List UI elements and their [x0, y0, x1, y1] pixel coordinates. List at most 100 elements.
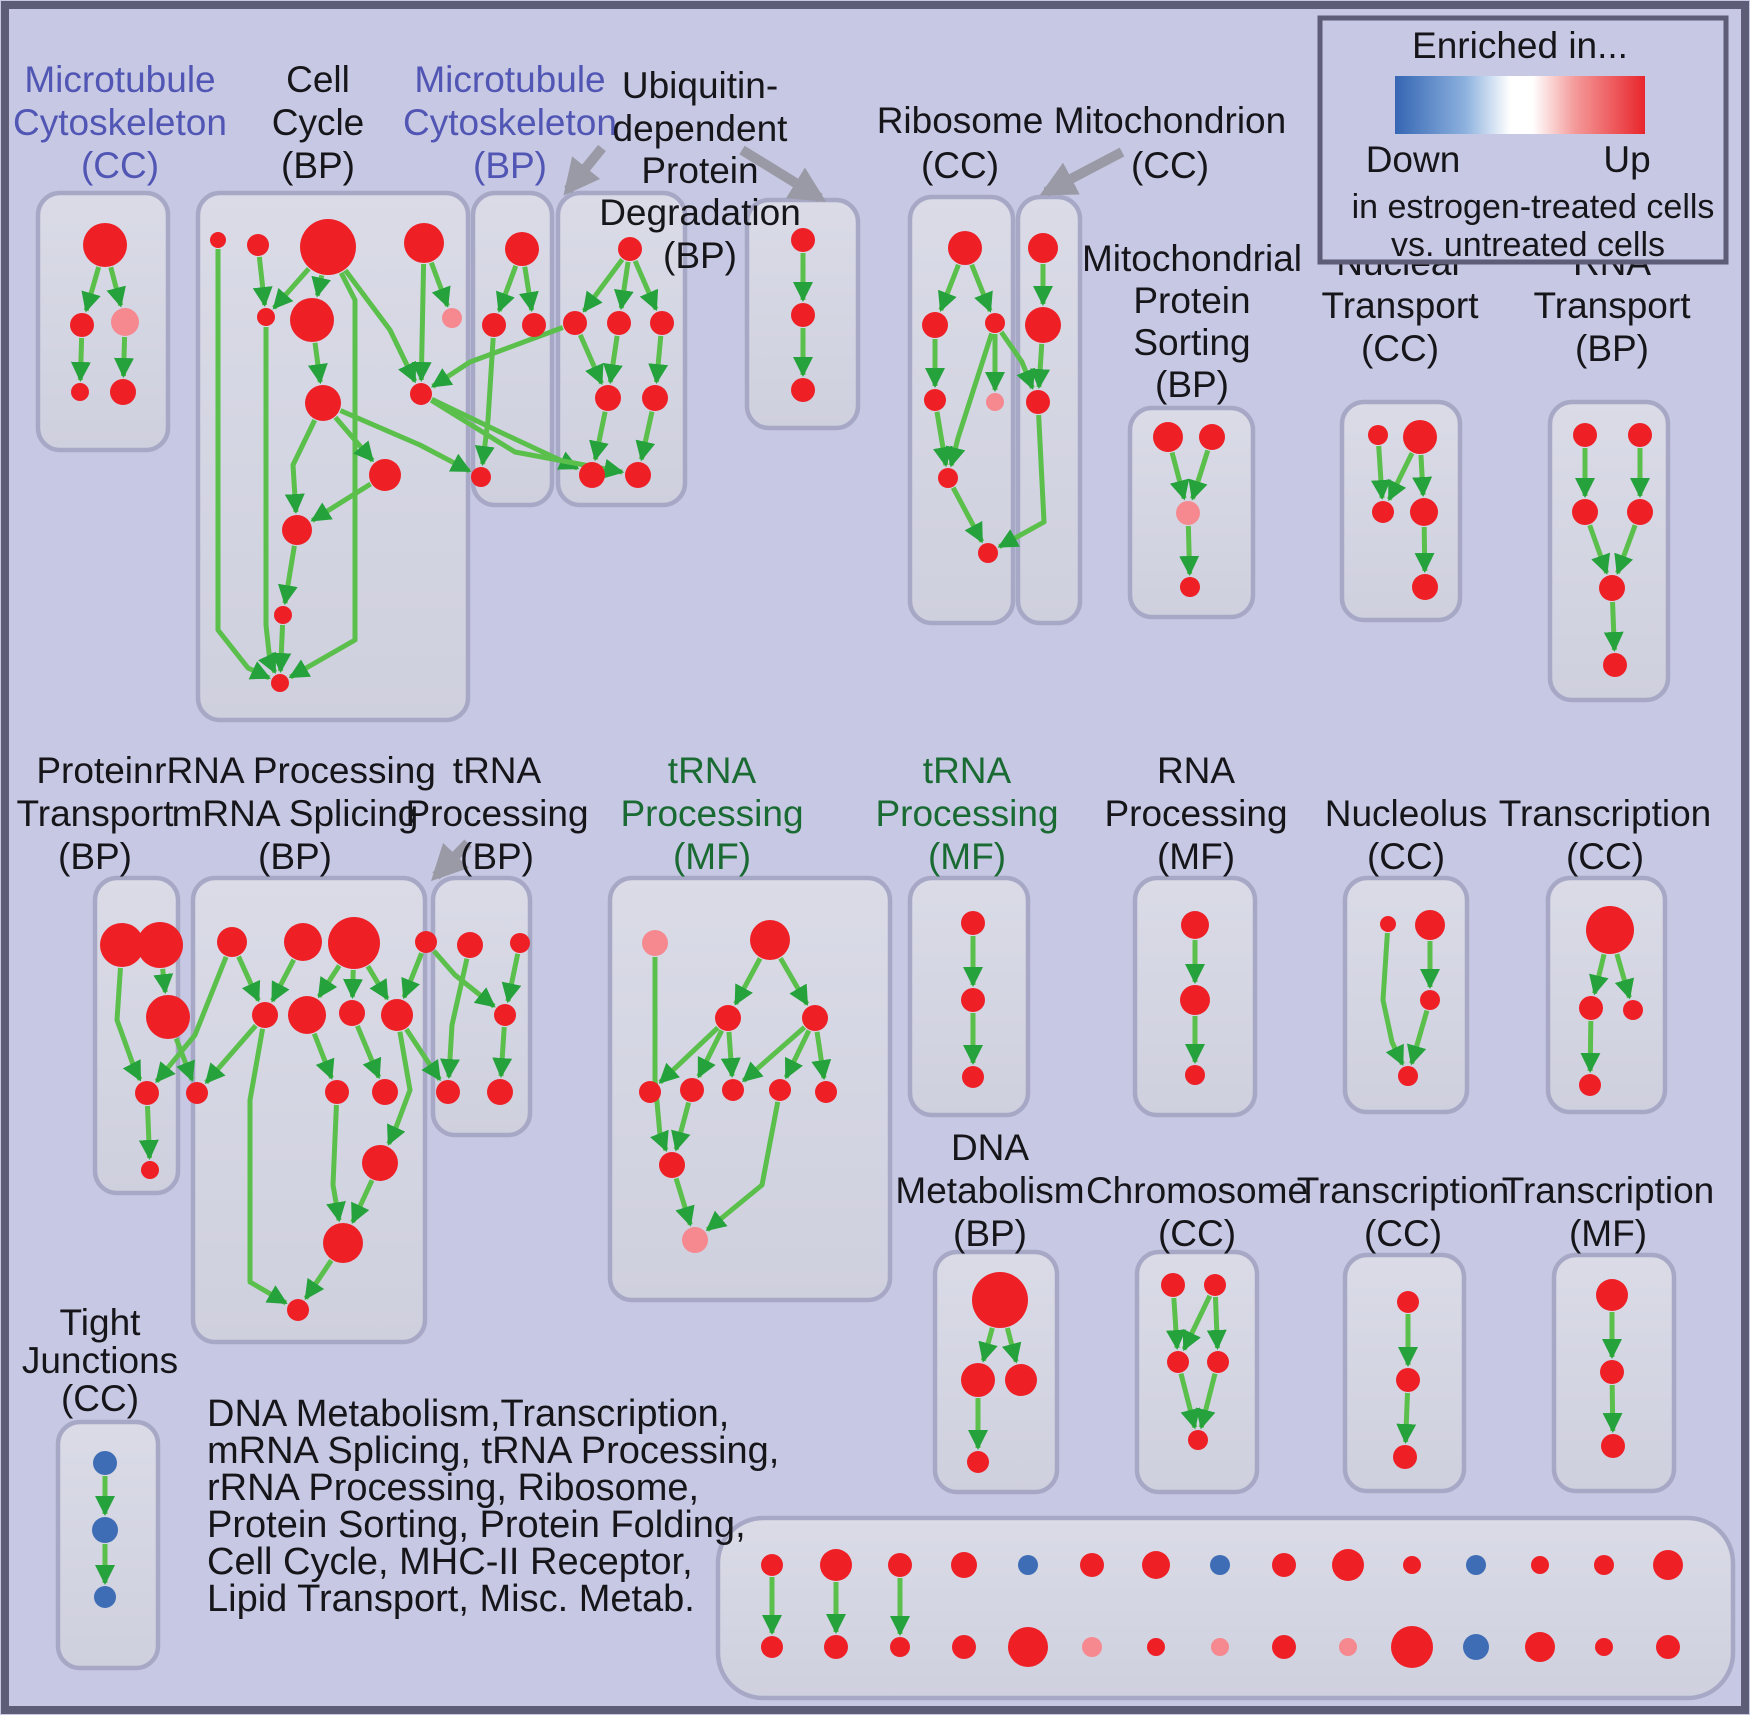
cluster-label-dna-metabolism-bp: DNA Metabolism (BP) — [895, 1127, 1084, 1254]
node-tmf1-R1-red — [639, 1081, 661, 1103]
node-tmf1-J-red — [659, 1152, 685, 1178]
node-tmf3-n1-red — [1596, 1279, 1628, 1311]
edge-nuctrans-s-x — [1370, 445, 1391, 501]
node-rrna-F-red — [287, 1299, 309, 1321]
edge-tmf1-H2-R3 — [741, 1025, 807, 1083]
node-cc-t4-red — [404, 223, 444, 263]
cluster-box-mtcc — [35, 190, 171, 453]
node-bottom-top-9-red — [1272, 1553, 1296, 1577]
edge-dna-huge-d2 — [1001, 1327, 1022, 1364]
edge-cc-m2-m3 — [307, 342, 328, 385]
edge-cc-m5-m6 — [310, 481, 372, 523]
node-chrom-c1-red — [1161, 1273, 1185, 1297]
edge-tmf1-H2-R5 — [811, 1031, 832, 1081]
legend: Enriched in... Down Up in estrogen-treat… — [1317, 15, 1729, 265]
edge-mtbp-n1-bot — [474, 337, 496, 467]
edge-ribo-top-a — [938, 263, 961, 312]
edge-nuctrans-b-x — [1386, 452, 1415, 502]
node-cc-m1-red — [257, 308, 275, 326]
edge-cross-pt.pt3-rrna.C0 — [173, 1037, 195, 1082]
node-bottom-top-7-red — [1142, 1551, 1170, 1579]
node-nucleolus-s-red — [1380, 916, 1396, 932]
node-rnatrans-d-red — [1603, 653, 1627, 677]
node-pt-pt6-red — [141, 1161, 159, 1179]
edge-rrna-C1-E — [326, 1104, 346, 1223]
node-tmf2-n1-red — [961, 911, 985, 935]
node-bottom-top-6-red — [1080, 1553, 1104, 1577]
edge-cross-ribo.b-mito.m — [999, 330, 1036, 390]
edge-chrom-c1-c3 — [1165, 1297, 1186, 1351]
arrow-to-trna-bp-box — [430, 839, 472, 882]
edge-rrna-A3-B3 — [342, 969, 363, 1000]
node-rrna-D-red — [362, 1145, 398, 1181]
arrow-to-ubiquitin-left-box — [563, 144, 606, 196]
node-mtcc-a-red — [83, 223, 127, 267]
edge-rrna-A2-B1 — [270, 958, 296, 1003]
node-bottom-top-5-blue — [1018, 1555, 1038, 1575]
node-nuctrans-s-red — [1368, 425, 1388, 445]
node-tmf1-R3-red — [722, 1079, 744, 1101]
edge-cc-t3-m8 — [288, 271, 358, 680]
edge-rrna-B4-D — [386, 1031, 413, 1146]
edge-cc-t3-m4 — [343, 268, 418, 384]
edge-pt-pt1-pt4 — [114, 967, 143, 1082]
node-mtbp-n2-red — [522, 313, 546, 337]
edge-pt-pt4-pt6 — [138, 1105, 159, 1161]
node-ubiqA-w1-red — [579, 462, 605, 488]
node-tmf1-H1-red — [715, 1005, 741, 1031]
edge-rrna-B1-F — [247, 1028, 288, 1306]
cluster-label-rna-processing-mf: RNA Processing (MF) — [1104, 750, 1287, 877]
edge-tmf1-J-K — [673, 1177, 695, 1227]
node-dna-bot-red — [967, 1451, 989, 1473]
edge-nuctrans-b-y — [1412, 454, 1433, 498]
edge-cc-t4-p — [429, 261, 451, 308]
edge-tmf1-H1-R2 — [696, 1029, 724, 1079]
node-rrna-A3-red — [328, 917, 380, 969]
node-rrna-C2-red — [372, 1079, 398, 1105]
node-mtbp-big-red — [505, 232, 539, 266]
edge-dna-huge-d1 — [978, 1327, 998, 1363]
cluster-box-tj — [55, 1419, 161, 1671]
node-cc-m5-red — [369, 459, 401, 491]
edge-ribo-top-b — [969, 263, 993, 313]
node-bottom-bottom-12-blue — [1463, 1634, 1489, 1660]
edge-chrom-c2-c4 — [1206, 1296, 1227, 1351]
node-bottom-top-13-red — [1531, 1556, 1549, 1574]
node-tj-n2-blue — [92, 1517, 118, 1543]
edge-tcc2-big-L — [1589, 953, 1609, 996]
node-cc-m7-red — [274, 606, 292, 624]
node-bottom-bottom-7-red — [1147, 1638, 1165, 1656]
node-tmf1-H2-red — [802, 1005, 828, 1031]
node-tmf1-R5-red — [815, 1081, 837, 1103]
edge-ubiqA-u1-v1 — [577, 333, 604, 386]
node-tcc2-big-red — [1586, 906, 1634, 954]
node-mtbp-bot-red — [471, 467, 491, 487]
node-cc-t2-red — [247, 234, 269, 256]
edge-ubiqA-v2-w2 — [635, 411, 656, 462]
edge-pt-pt2-pt3 — [153, 968, 174, 995]
edge-mps-pk-bot — [1179, 525, 1200, 577]
arrow-to-ubiquitin-right-box — [739, 145, 827, 203]
edge-chrom-c4-bot — [1196, 1373, 1218, 1430]
edge-tmf1-R2-J — [671, 1101, 692, 1152]
node-bottom-bottom-9-red — [1272, 1635, 1296, 1659]
node-rnatrans-c-red — [1599, 575, 1625, 601]
edge-rrna-D-E — [350, 1179, 375, 1224]
cluster-label-nucleolus-cc: Nucleolus (CC) — [1325, 793, 1487, 877]
node-ubiqA-u2-red — [607, 311, 631, 335]
edge-tmf1-R4-K — [705, 1101, 781, 1232]
cluster-label-trna-processing-mf-1: tRNA Processing (MF) — [620, 750, 803, 877]
cluster-label-transcription-cc-row3: Transcription (CC) — [1297, 1170, 1509, 1254]
edge-rrna-A1-B1 — [236, 955, 261, 1003]
node-tmf1-pk1-pink — [642, 930, 668, 956]
node-mito-m-red — [1026, 390, 1050, 414]
node-bottom-top-1-red — [761, 1554, 783, 1576]
node-mps-t1-red — [1153, 422, 1183, 452]
legend-gradient-bar — [1395, 76, 1645, 134]
node-ribo-a-red — [922, 312, 948, 338]
edge-chrom-c2-c3 — [1181, 1294, 1213, 1352]
node-mtcc-d-red — [71, 383, 89, 401]
node-mtbp-n1-red — [482, 313, 506, 337]
node-rrna-B4-red — [381, 999, 413, 1031]
